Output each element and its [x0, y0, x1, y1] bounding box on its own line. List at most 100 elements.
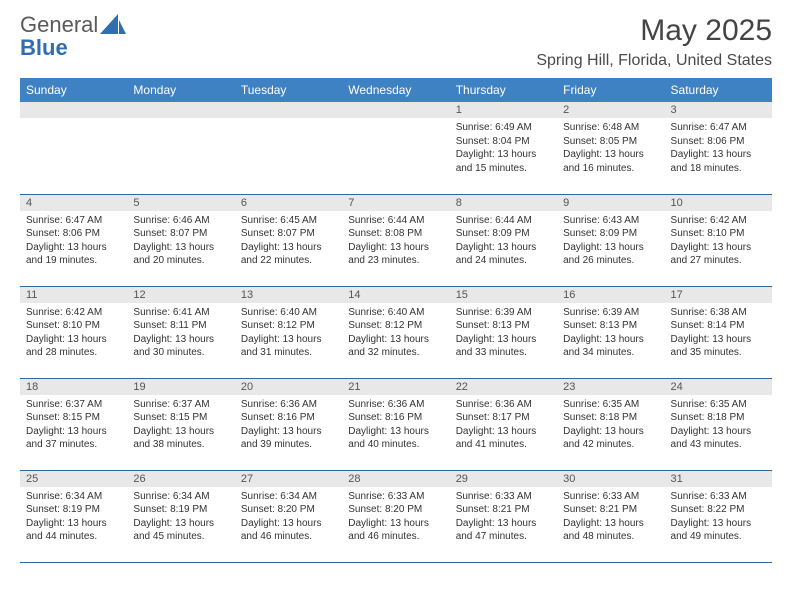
calendar-cell-empty	[342, 102, 449, 194]
day-number-empty	[20, 102, 127, 118]
weekday-header: Monday	[127, 78, 234, 102]
calendar-cell: 30Sunrise: 6:33 AMSunset: 8:21 PMDayligh…	[557, 470, 664, 562]
day-details: Sunrise: 6:37 AMSunset: 8:15 PMDaylight:…	[20, 395, 127, 456]
day-number: 30	[557, 471, 664, 487]
calendar-cell: 3Sunrise: 6:47 AMSunset: 8:06 PMDaylight…	[665, 102, 772, 194]
logo-word-blue: Blue	[20, 35, 68, 60]
day-number: 18	[20, 379, 127, 395]
day-details: Sunrise: 6:49 AMSunset: 8:04 PMDaylight:…	[450, 118, 557, 179]
calendar-row: 11Sunrise: 6:42 AMSunset: 8:10 PMDayligh…	[20, 286, 772, 378]
day-number: 12	[127, 287, 234, 303]
calendar-cell: 12Sunrise: 6:41 AMSunset: 8:11 PMDayligh…	[127, 286, 234, 378]
day-number: 15	[450, 287, 557, 303]
day-number: 1	[450, 102, 557, 118]
calendar-cell: 2Sunrise: 6:48 AMSunset: 8:05 PMDaylight…	[557, 102, 664, 194]
day-details: Sunrise: 6:41 AMSunset: 8:11 PMDaylight:…	[127, 303, 234, 364]
calendar-cell: 31Sunrise: 6:33 AMSunset: 8:22 PMDayligh…	[665, 470, 772, 562]
calendar-cell: 25Sunrise: 6:34 AMSunset: 8:19 PMDayligh…	[20, 470, 127, 562]
location-text: Spring Hill, Florida, United States	[536, 52, 772, 70]
day-number: 2	[557, 102, 664, 118]
weekday-header: Wednesday	[342, 78, 449, 102]
calendar-cell: 29Sunrise: 6:33 AMSunset: 8:21 PMDayligh…	[450, 470, 557, 562]
title-block: May 2025 Spring Hill, Florida, United St…	[536, 14, 772, 70]
day-details: Sunrise: 6:39 AMSunset: 8:13 PMDaylight:…	[450, 303, 557, 364]
day-number: 20	[235, 379, 342, 395]
day-number-empty	[127, 102, 234, 118]
calendar-row: 1Sunrise: 6:49 AMSunset: 8:04 PMDaylight…	[20, 102, 772, 194]
day-details: Sunrise: 6:42 AMSunset: 8:10 PMDaylight:…	[20, 303, 127, 364]
day-details: Sunrise: 6:39 AMSunset: 8:13 PMDaylight:…	[557, 303, 664, 364]
calendar-row: 25Sunrise: 6:34 AMSunset: 8:19 PMDayligh…	[20, 470, 772, 562]
sail-icon	[100, 14, 126, 43]
day-number: 27	[235, 471, 342, 487]
calendar-cell: 1Sunrise: 6:49 AMSunset: 8:04 PMDaylight…	[450, 102, 557, 194]
day-details: Sunrise: 6:35 AMSunset: 8:18 PMDaylight:…	[557, 395, 664, 456]
day-number: 31	[665, 471, 772, 487]
day-number: 7	[342, 195, 449, 211]
calendar-cell: 10Sunrise: 6:42 AMSunset: 8:10 PMDayligh…	[665, 194, 772, 286]
calendar-cell-empty	[20, 102, 127, 194]
day-details: Sunrise: 6:36 AMSunset: 8:17 PMDaylight:…	[450, 395, 557, 456]
day-number: 28	[342, 471, 449, 487]
weekday-header-row: SundayMondayTuesdayWednesdayThursdayFrid…	[20, 78, 772, 102]
day-details: Sunrise: 6:35 AMSunset: 8:18 PMDaylight:…	[665, 395, 772, 456]
calendar-row: 18Sunrise: 6:37 AMSunset: 8:15 PMDayligh…	[20, 378, 772, 470]
day-details: Sunrise: 6:43 AMSunset: 8:09 PMDaylight:…	[557, 211, 664, 272]
calendar-cell: 27Sunrise: 6:34 AMSunset: 8:20 PMDayligh…	[235, 470, 342, 562]
day-number: 19	[127, 379, 234, 395]
day-number: 16	[557, 287, 664, 303]
day-details: Sunrise: 6:34 AMSunset: 8:20 PMDaylight:…	[235, 487, 342, 548]
day-details: Sunrise: 6:33 AMSunset: 8:22 PMDaylight:…	[665, 487, 772, 548]
day-details: Sunrise: 6:37 AMSunset: 8:15 PMDaylight:…	[127, 395, 234, 456]
day-number: 29	[450, 471, 557, 487]
day-number: 22	[450, 379, 557, 395]
day-number: 23	[557, 379, 664, 395]
day-details: Sunrise: 6:33 AMSunset: 8:20 PMDaylight:…	[342, 487, 449, 548]
calendar-cell: 24Sunrise: 6:35 AMSunset: 8:18 PMDayligh…	[665, 378, 772, 470]
day-details: Sunrise: 6:44 AMSunset: 8:08 PMDaylight:…	[342, 211, 449, 272]
calendar-cell: 8Sunrise: 6:44 AMSunset: 8:09 PMDaylight…	[450, 194, 557, 286]
calendar-body: 1Sunrise: 6:49 AMSunset: 8:04 PMDaylight…	[20, 102, 772, 562]
calendar-cell: 17Sunrise: 6:38 AMSunset: 8:14 PMDayligh…	[665, 286, 772, 378]
day-details: Sunrise: 6:44 AMSunset: 8:09 PMDaylight:…	[450, 211, 557, 272]
day-details: Sunrise: 6:33 AMSunset: 8:21 PMDaylight:…	[450, 487, 557, 548]
day-number: 10	[665, 195, 772, 211]
day-number: 21	[342, 379, 449, 395]
page-header: General Blue May 2025 Spring Hill, Flori…	[20, 14, 772, 70]
calendar-cell: 4Sunrise: 6:47 AMSunset: 8:06 PMDaylight…	[20, 194, 127, 286]
weekday-header: Friday	[557, 78, 664, 102]
day-number: 17	[665, 287, 772, 303]
month-title: May 2025	[536, 14, 772, 48]
day-number-empty	[235, 102, 342, 118]
day-details: Sunrise: 6:34 AMSunset: 8:19 PMDaylight:…	[127, 487, 234, 548]
calendar-cell: 20Sunrise: 6:36 AMSunset: 8:16 PMDayligh…	[235, 378, 342, 470]
day-details: Sunrise: 6:40 AMSunset: 8:12 PMDaylight:…	[235, 303, 342, 364]
day-number-empty	[342, 102, 449, 118]
day-details: Sunrise: 6:48 AMSunset: 8:05 PMDaylight:…	[557, 118, 664, 179]
logo: General Blue	[20, 14, 126, 60]
calendar-cell: 5Sunrise: 6:46 AMSunset: 8:07 PMDaylight…	[127, 194, 234, 286]
day-number: 9	[557, 195, 664, 211]
calendar-cell: 21Sunrise: 6:36 AMSunset: 8:16 PMDayligh…	[342, 378, 449, 470]
calendar-cell: 16Sunrise: 6:39 AMSunset: 8:13 PMDayligh…	[557, 286, 664, 378]
calendar-cell: 23Sunrise: 6:35 AMSunset: 8:18 PMDayligh…	[557, 378, 664, 470]
calendar-cell-empty	[235, 102, 342, 194]
day-details: Sunrise: 6:36 AMSunset: 8:16 PMDaylight:…	[235, 395, 342, 456]
weekday-header: Sunday	[20, 78, 127, 102]
day-number: 6	[235, 195, 342, 211]
calendar-cell: 14Sunrise: 6:40 AMSunset: 8:12 PMDayligh…	[342, 286, 449, 378]
day-number: 3	[665, 102, 772, 118]
calendar-cell: 13Sunrise: 6:40 AMSunset: 8:12 PMDayligh…	[235, 286, 342, 378]
calendar-cell: 26Sunrise: 6:34 AMSunset: 8:19 PMDayligh…	[127, 470, 234, 562]
day-number: 14	[342, 287, 449, 303]
logo-text-block: General Blue	[20, 14, 98, 60]
day-details: Sunrise: 6:36 AMSunset: 8:16 PMDaylight:…	[342, 395, 449, 456]
calendar-cell: 7Sunrise: 6:44 AMSunset: 8:08 PMDaylight…	[342, 194, 449, 286]
day-details: Sunrise: 6:33 AMSunset: 8:21 PMDaylight:…	[557, 487, 664, 548]
calendar-cell: 28Sunrise: 6:33 AMSunset: 8:20 PMDayligh…	[342, 470, 449, 562]
logo-word-general: General	[20, 12, 98, 37]
weekday-header: Tuesday	[235, 78, 342, 102]
calendar-cell: 22Sunrise: 6:36 AMSunset: 8:17 PMDayligh…	[450, 378, 557, 470]
weekday-header: Saturday	[665, 78, 772, 102]
calendar-table: SundayMondayTuesdayWednesdayThursdayFrid…	[20, 78, 772, 563]
